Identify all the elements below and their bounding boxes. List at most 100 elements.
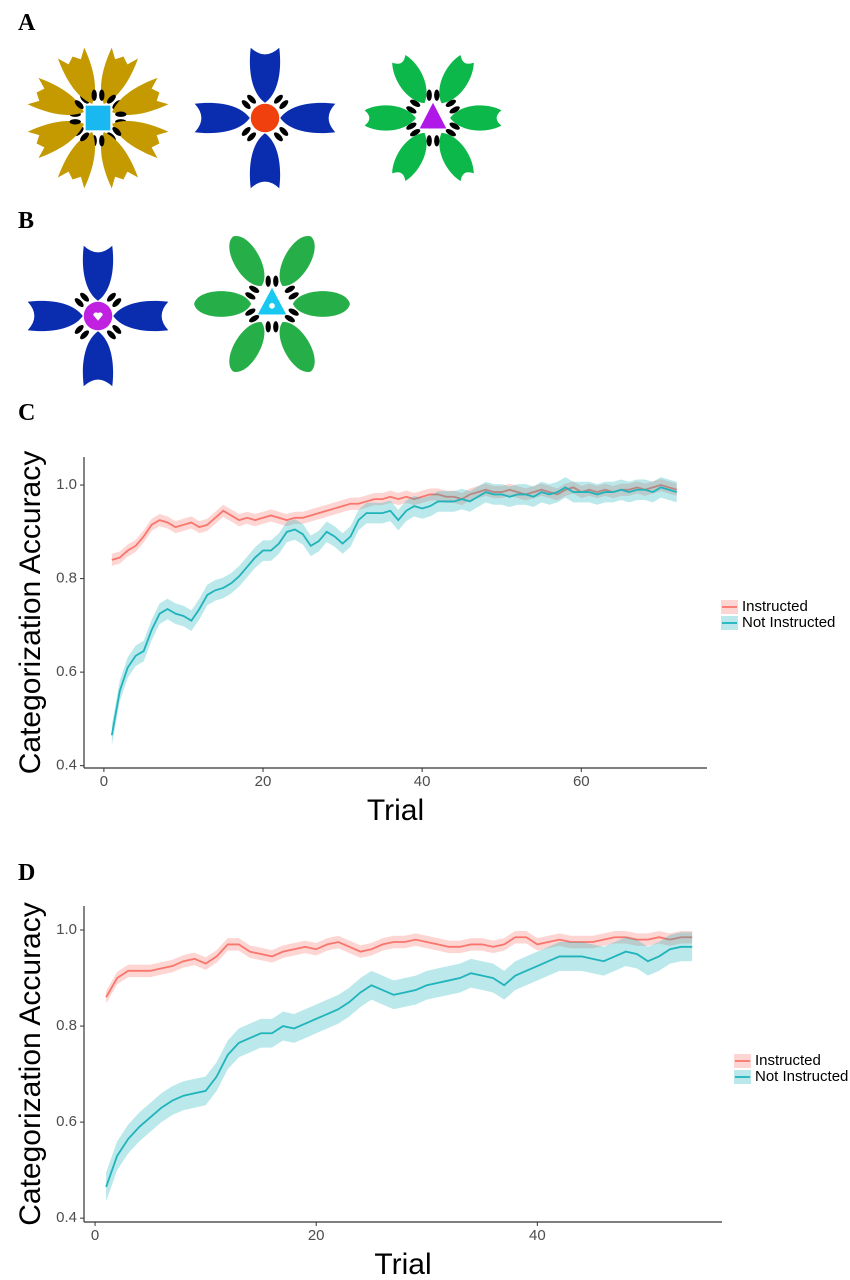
x-tick-label: 0	[91, 1227, 99, 1244]
petal	[57, 132, 95, 189]
seed	[265, 321, 271, 333]
seed	[288, 292, 299, 300]
seed	[410, 99, 421, 107]
seed	[247, 132, 257, 142]
seed	[69, 119, 81, 125]
seed	[74, 324, 84, 334]
seed	[284, 315, 295, 323]
seed	[99, 89, 105, 101]
seed	[273, 321, 279, 333]
center	[419, 102, 447, 129]
center-mark	[93, 312, 103, 321]
panel-label: B	[18, 208, 34, 234]
stimulus	[364, 54, 502, 182]
stimulus	[27, 47, 169, 189]
seed	[80, 292, 90, 302]
petal	[292, 291, 350, 317]
line	[105, 945, 693, 1188]
seed	[410, 129, 421, 137]
center	[250, 103, 280, 133]
seed	[279, 100, 289, 110]
seed	[449, 122, 460, 130]
seed	[247, 94, 257, 104]
legend-label: Instructed	[742, 598, 808, 615]
seed	[74, 298, 84, 308]
y-tick-label: 0.8	[56, 1017, 77, 1034]
seed	[249, 285, 260, 293]
petal	[279, 236, 315, 286]
y-axis-title: Categorization Accuracy	[14, 902, 47, 1226]
legend-label: Not Instructed	[742, 614, 835, 631]
seed	[426, 89, 432, 101]
x-tick-label: 0	[100, 773, 108, 790]
panel-label: C	[18, 400, 35, 426]
seed	[288, 308, 299, 316]
x-tick-label: 40	[414, 773, 431, 790]
stimulus	[194, 47, 336, 189]
petal	[113, 300, 169, 332]
seed	[106, 94, 116, 104]
petal	[82, 245, 114, 301]
petal	[57, 47, 95, 104]
ribbon	[111, 478, 677, 566]
y-tick-label: 0.6	[56, 663, 77, 680]
petal	[392, 132, 427, 182]
seed	[449, 106, 460, 114]
center	[257, 287, 287, 315]
seed	[241, 126, 251, 136]
petal	[229, 322, 265, 372]
seed	[74, 100, 84, 110]
y-axis-title: Categorization Accuracy	[14, 451, 47, 775]
y-tick-label: 0.8	[56, 570, 77, 587]
y-tick-label: 1.0	[56, 921, 77, 938]
petal	[112, 77, 169, 115]
petal	[82, 331, 114, 387]
line	[110, 486, 678, 736]
seed	[99, 135, 105, 147]
seed	[273, 94, 283, 104]
stimulus	[194, 236, 350, 372]
seed	[426, 135, 432, 147]
seed	[112, 126, 122, 136]
seed	[80, 132, 90, 142]
petal	[194, 291, 252, 317]
seed	[406, 106, 417, 114]
x-tick-label: 40	[529, 1227, 546, 1244]
seed	[115, 111, 127, 117]
seed	[445, 99, 456, 107]
seed	[112, 298, 122, 308]
ribbon	[111, 477, 677, 746]
petal	[112, 121, 169, 159]
stimulus	[27, 245, 169, 387]
petal	[27, 300, 83, 332]
petal	[279, 322, 315, 372]
petal	[194, 102, 250, 134]
x-axis-title: Trial	[367, 794, 424, 827]
petal	[450, 105, 502, 131]
center-mark	[269, 303, 275, 309]
y-tick-label: 0.6	[56, 1113, 77, 1130]
seed	[241, 100, 251, 110]
seed	[406, 122, 417, 130]
seed	[91, 89, 97, 101]
x-tick-label: 60	[573, 773, 590, 790]
y-tick-label: 0.4	[56, 1209, 77, 1226]
petal	[101, 132, 139, 189]
line	[105, 936, 693, 998]
panel-label: A	[18, 10, 36, 36]
petal	[392, 54, 427, 104]
petal	[27, 77, 84, 115]
petal	[249, 133, 281, 189]
petal	[27, 121, 84, 159]
seed	[273, 275, 279, 287]
y-tick-label: 1.0	[56, 476, 77, 493]
seed	[434, 135, 440, 147]
seed	[80, 330, 90, 340]
seed	[284, 285, 295, 293]
seed	[106, 292, 116, 302]
petal	[280, 102, 336, 134]
x-tick-label: 20	[255, 773, 272, 790]
seed	[112, 324, 122, 334]
x-tick-label: 20	[308, 1227, 325, 1244]
seed	[273, 132, 283, 142]
